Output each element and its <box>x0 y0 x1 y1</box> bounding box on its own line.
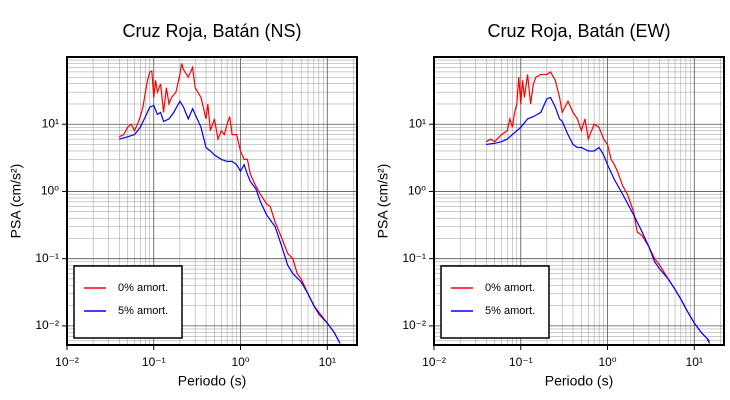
y-tick-label: 10⁻² <box>402 318 426 332</box>
x-axis-label: Periodo (s) <box>178 373 246 389</box>
plot-frame <box>66 56 358 346</box>
chart-title: Cruz Roja, Batán (NS) <box>122 21 301 41</box>
series-line <box>118 63 341 344</box>
plot-frame <box>433 56 725 346</box>
y-tick-label: 10⁻² <box>35 318 59 332</box>
x-tick-label: 10⁻¹ <box>509 355 533 369</box>
y-axis-label: PSA (cm/s²) <box>8 164 24 239</box>
y-tick-label: 10¹ <box>409 116 426 130</box>
y-tick-label: 10⁻¹ <box>35 251 59 265</box>
x-tick-label: 10¹ <box>686 355 703 369</box>
series-line <box>119 99 341 344</box>
panel: Cruz Roja, Batán (NS) Periodo (s) PSA (cm/… <box>8 21 358 389</box>
legend-box <box>440 265 550 339</box>
y-tick-label: 10¹ <box>42 116 59 130</box>
x-tick-label: 10¹ <box>319 355 336 369</box>
legend-label: 5% amort. <box>118 305 168 317</box>
x-axis-label: Periodo (s) <box>545 373 613 389</box>
y-tick-label: 10⁻¹ <box>402 251 426 265</box>
chart-title: Cruz Roja, Batán (EW) <box>487 21 670 41</box>
x-tick-label: 10⁻² <box>422 355 446 369</box>
y-axis-label: PSA (cm/s²) <box>375 164 391 239</box>
legend-box <box>73 265 183 339</box>
legend-label: 5% amort. <box>485 305 535 317</box>
x-tick-label: 10⁰ <box>231 355 249 369</box>
legend-label: 0% amort. <box>485 282 535 294</box>
series-line <box>485 71 710 342</box>
panel: Cruz Roja, Batán (EW) Periodo (s) PSA (cm/… <box>375 21 725 389</box>
x-tick-label: 10⁻¹ <box>142 355 166 369</box>
x-tick-label: 10⁻² <box>55 355 79 369</box>
y-tick-label: 10⁰ <box>408 184 426 198</box>
y-tick-label: 10⁰ <box>41 184 59 198</box>
series-line <box>486 96 711 344</box>
legend-label: 0% amort. <box>118 282 168 294</box>
x-tick-label: 10⁰ <box>598 355 616 369</box>
